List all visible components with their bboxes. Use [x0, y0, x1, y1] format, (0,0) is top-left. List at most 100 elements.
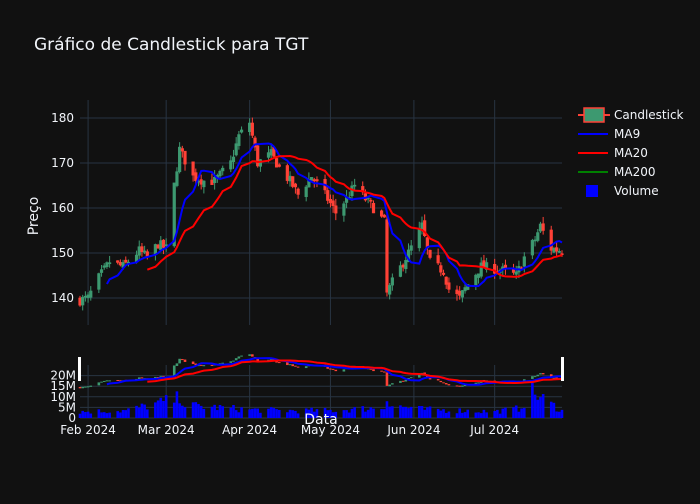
- candle-body: [334, 205, 338, 214]
- volume-bar: [181, 405, 184, 418]
- range-slider-preview[interactable]: [78, 354, 564, 389]
- candle-body: [231, 156, 236, 162]
- legend-item[interactable]: MA20: [578, 146, 648, 160]
- candle-body: [178, 146, 182, 173]
- candle-body: [328, 199, 333, 204]
- volume-bar: [218, 404, 222, 418]
- candle-body: [296, 188, 300, 195]
- candle-body: [159, 240, 163, 250]
- volume-bar: [458, 408, 461, 418]
- volume-bar: [294, 410, 297, 418]
- legend-item[interactable]: MA200: [578, 165, 655, 179]
- candle-body: [536, 232, 540, 241]
- mini-candle: [329, 368, 332, 370]
- volume-bar: [436, 408, 440, 418]
- legend[interactable]: Candlestick MA9 MA20 MA200 Volume: [578, 107, 684, 198]
- mini-candle: [210, 364, 214, 366]
- volume-bar: [172, 402, 176, 418]
- mini-candle: [455, 385, 459, 387]
- volume-bar: [323, 407, 327, 418]
- candle-body: [83, 295, 87, 298]
- candle-body: [366, 197, 370, 200]
- volume-bar: [369, 407, 373, 418]
- volume-bar: [156, 400, 160, 418]
- mini-candle: [202, 365, 206, 367]
- mini-candle: [191, 361, 195, 365]
- volume-bar: [382, 409, 386, 418]
- x-tick-label: Apr 2024: [222, 423, 277, 437]
- volume-tick-label: 5M: [58, 400, 76, 414]
- volume-bar: [426, 407, 429, 418]
- candle-body: [253, 137, 257, 148]
- mini-candle: [97, 382, 101, 386]
- candle-body: [266, 152, 271, 158]
- volume-bar: [275, 409, 278, 418]
- candle-body: [99, 269, 104, 273]
- volume-bar: [331, 412, 335, 418]
- legend-item[interactable]: Candlestick: [578, 107, 684, 123]
- candle-body: [503, 264, 508, 269]
- candle-body: [202, 180, 206, 188]
- mini-candle: [221, 362, 225, 364]
- range-handle-left: [78, 357, 81, 381]
- legend-item[interactable]: MA9: [578, 127, 640, 141]
- mini-candle: [183, 359, 187, 362]
- mini-candle: [342, 369, 346, 372]
- candle-body: [557, 250, 561, 253]
- volume-bar: [86, 411, 90, 418]
- candle-body: [156, 244, 160, 249]
- candle-body: [86, 294, 90, 298]
- candle-body: [560, 253, 564, 255]
- volume-bar: [498, 413, 502, 418]
- mini-candle: [100, 381, 103, 383]
- candle-body: [315, 179, 319, 182]
- mini-candle: [458, 385, 461, 387]
- candle-body: [199, 179, 203, 185]
- legend-item[interactable]: Volume: [586, 184, 659, 198]
- volume-bar: [154, 402, 157, 418]
- volume-bar: [210, 406, 214, 418]
- candle-body: [436, 255, 440, 264]
- volume-bar: [496, 409, 499, 418]
- volume-bar: [342, 410, 346, 418]
- volume-bar: [350, 408, 354, 418]
- volume-bar: [380, 409, 383, 418]
- candle-body: [493, 263, 497, 274]
- volume-bar: [267, 408, 270, 418]
- x-tick-label: Jul 2024: [469, 423, 519, 437]
- candle-body: [382, 214, 386, 218]
- volume-bar: [512, 407, 515, 418]
- volume-bar: [272, 408, 276, 418]
- volume-bar: [291, 410, 295, 418]
- volume-bar: [269, 407, 273, 418]
- mini-candle: [372, 369, 375, 372]
- mini-candle: [140, 377, 144, 379]
- candle-body: [229, 160, 233, 170]
- volume-bar: [310, 407, 313, 418]
- volume-bar: [213, 404, 216, 418]
- legend-label: Candlestick: [614, 108, 684, 122]
- candle-body: [191, 161, 195, 176]
- volume-bar: [461, 412, 464, 418]
- candle-body: [309, 177, 314, 181]
- volume-bar: [137, 407, 141, 418]
- mini-candle: [294, 365, 297, 367]
- mini-ma9-line: [106, 357, 563, 386]
- volume-tick-label: 10M: [50, 390, 76, 404]
- volume-bar: [399, 405, 402, 418]
- volume-bar: [493, 411, 496, 418]
- chart-title: Gráfico de Candlestick para TGT: [34, 35, 309, 55]
- mini-candle: [399, 380, 402, 383]
- candle-body: [409, 245, 413, 251]
- volume-bar: [372, 408, 375, 418]
- mini-candle: [137, 377, 141, 379]
- volume-bar: [105, 413, 109, 418]
- volume-bar: [121, 410, 125, 418]
- candle-body: [256, 145, 260, 167]
- volume-bar: [162, 400, 165, 418]
- mini-candle: [105, 380, 109, 382]
- mini-candle: [474, 382, 478, 385]
- candle-body: [522, 256, 526, 267]
- volume-bar: [84, 412, 87, 418]
